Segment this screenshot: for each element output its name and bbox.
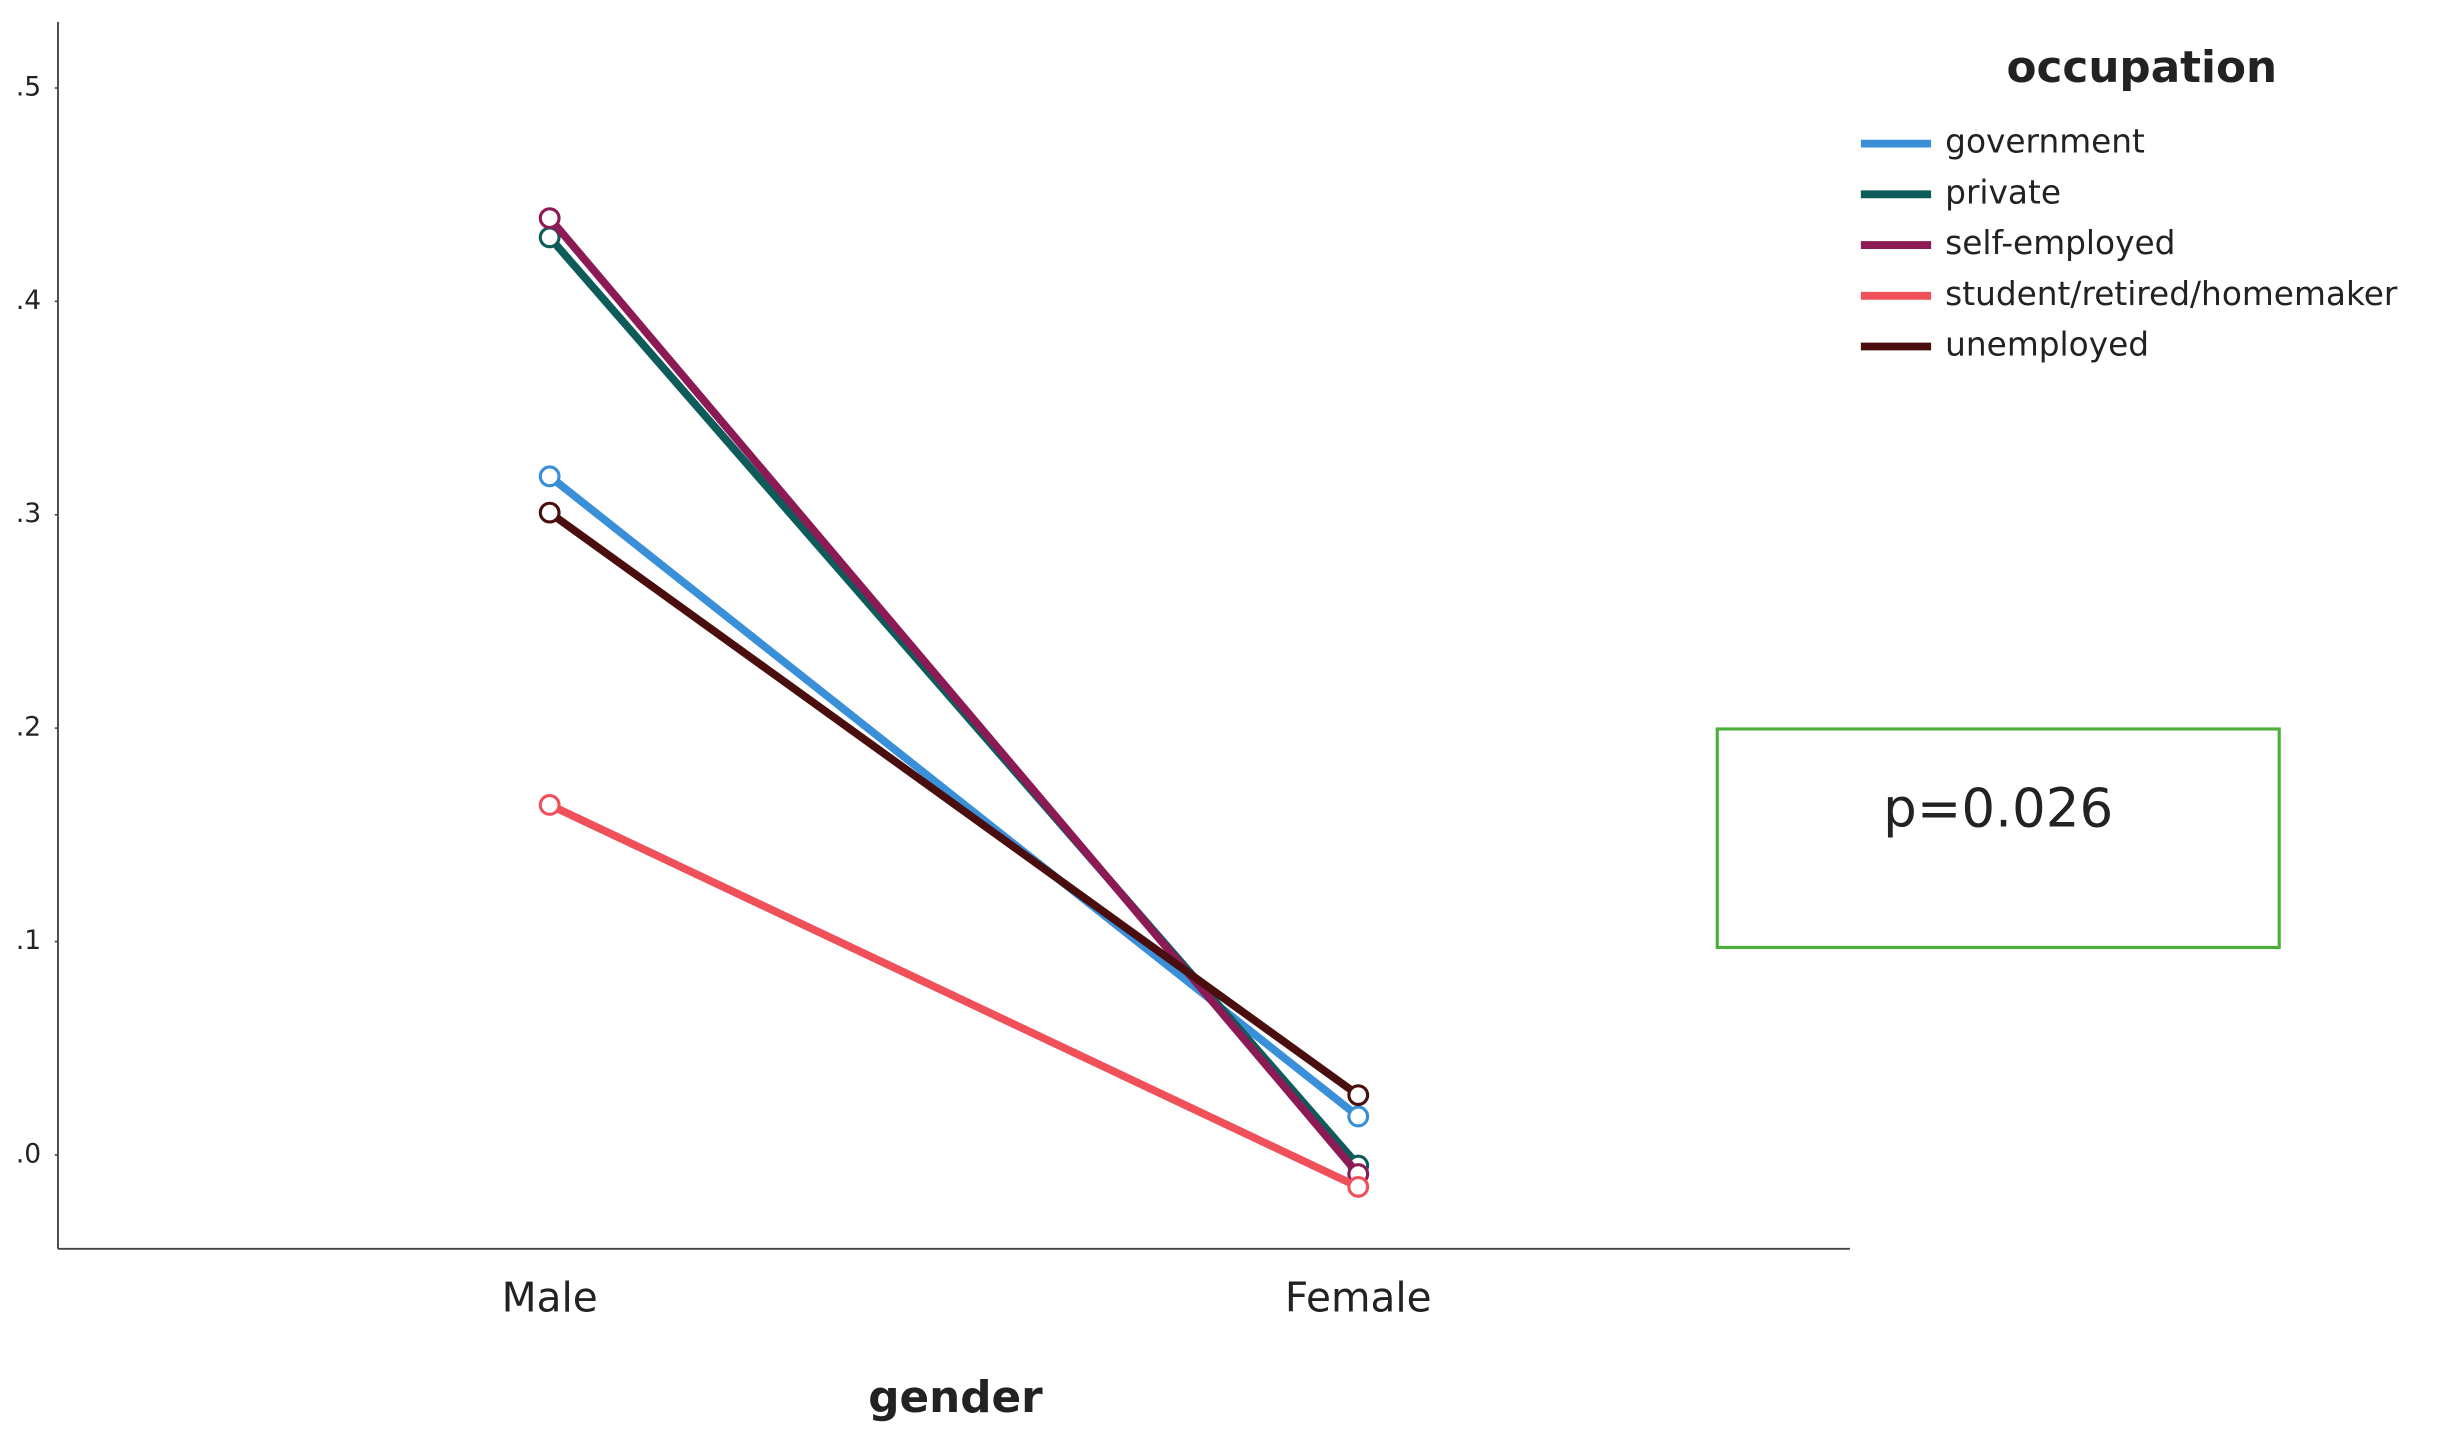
legend-label: private (1945, 173, 2061, 211)
x-axis-title: gender (868, 1372, 1043, 1423)
series-line (546, 215, 1362, 1177)
point-marker (1347, 1084, 1370, 1107)
point-marker (538, 465, 561, 488)
series-line (547, 509, 1361, 1099)
y-tick-label: .5 (16, 71, 41, 102)
annotation-box (1715, 727, 2281, 950)
y-tick-label: .3 (16, 498, 41, 529)
legend-label: unemployed (1945, 326, 2149, 364)
point-marker (538, 501, 561, 524)
series-line (548, 801, 1360, 1191)
x-tick-label: Female (1285, 1273, 1432, 1321)
y-tick-label: .2 (16, 712, 41, 743)
annotation: p=0.026 (1883, 777, 2113, 839)
y-tick-label: .1 (16, 925, 41, 956)
y-tick-label: .0 (16, 1138, 41, 1169)
legend-title: occupation (2007, 42, 2278, 93)
legend-label: student/retired/homemaker (1945, 275, 2398, 313)
point-marker (538, 794, 561, 816)
y-tick-label: .4 (16, 285, 41, 316)
legend-label: self-employed (1945, 224, 2175, 262)
point-marker (538, 207, 561, 230)
point-marker (1347, 1105, 1370, 1128)
legend-label: government (1945, 123, 2145, 161)
x-tick-label: Male (502, 1273, 598, 1321)
point-marker (1347, 1175, 1370, 1198)
